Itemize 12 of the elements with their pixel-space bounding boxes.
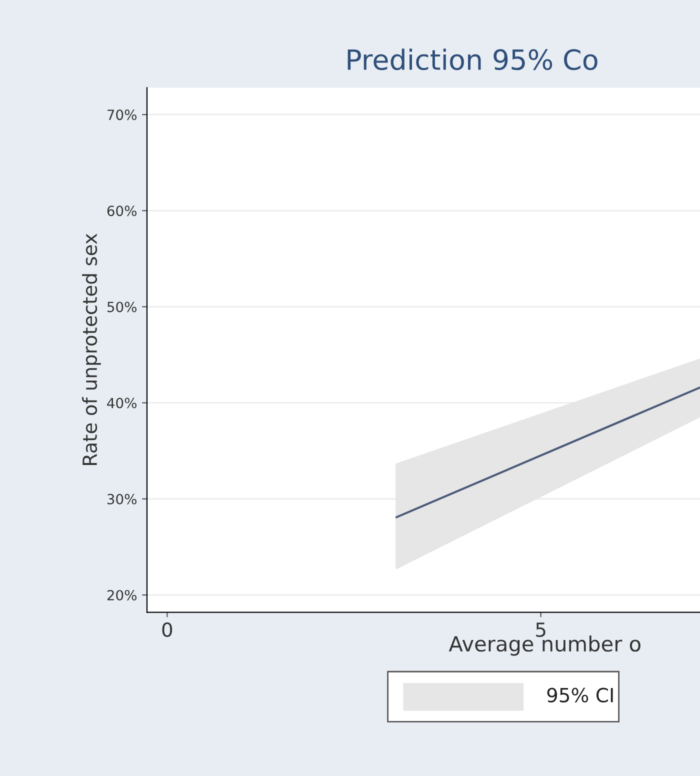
x-axis-title: Average number o	[448, 636, 640, 656]
y-tick-label: 50%	[107, 302, 137, 312]
y-tick-label: 60%	[107, 206, 137, 216]
x-tick-label: 5	[536, 622, 546, 638]
y-axis-title: Rate of unprotected sex	[82, 234, 101, 465]
x-tick-label: 0	[162, 622, 172, 638]
text: 95% CI	[547, 688, 613, 702]
chart-title: Prediction 95% Co	[348, 48, 598, 70]
y-tick-label: 30%	[107, 494, 137, 504]
y-tick-label: 70%	[108, 110, 137, 120]
y-tick-label: 20%	[107, 590, 137, 600]
y-tick-label: 40%	[107, 398, 137, 408]
